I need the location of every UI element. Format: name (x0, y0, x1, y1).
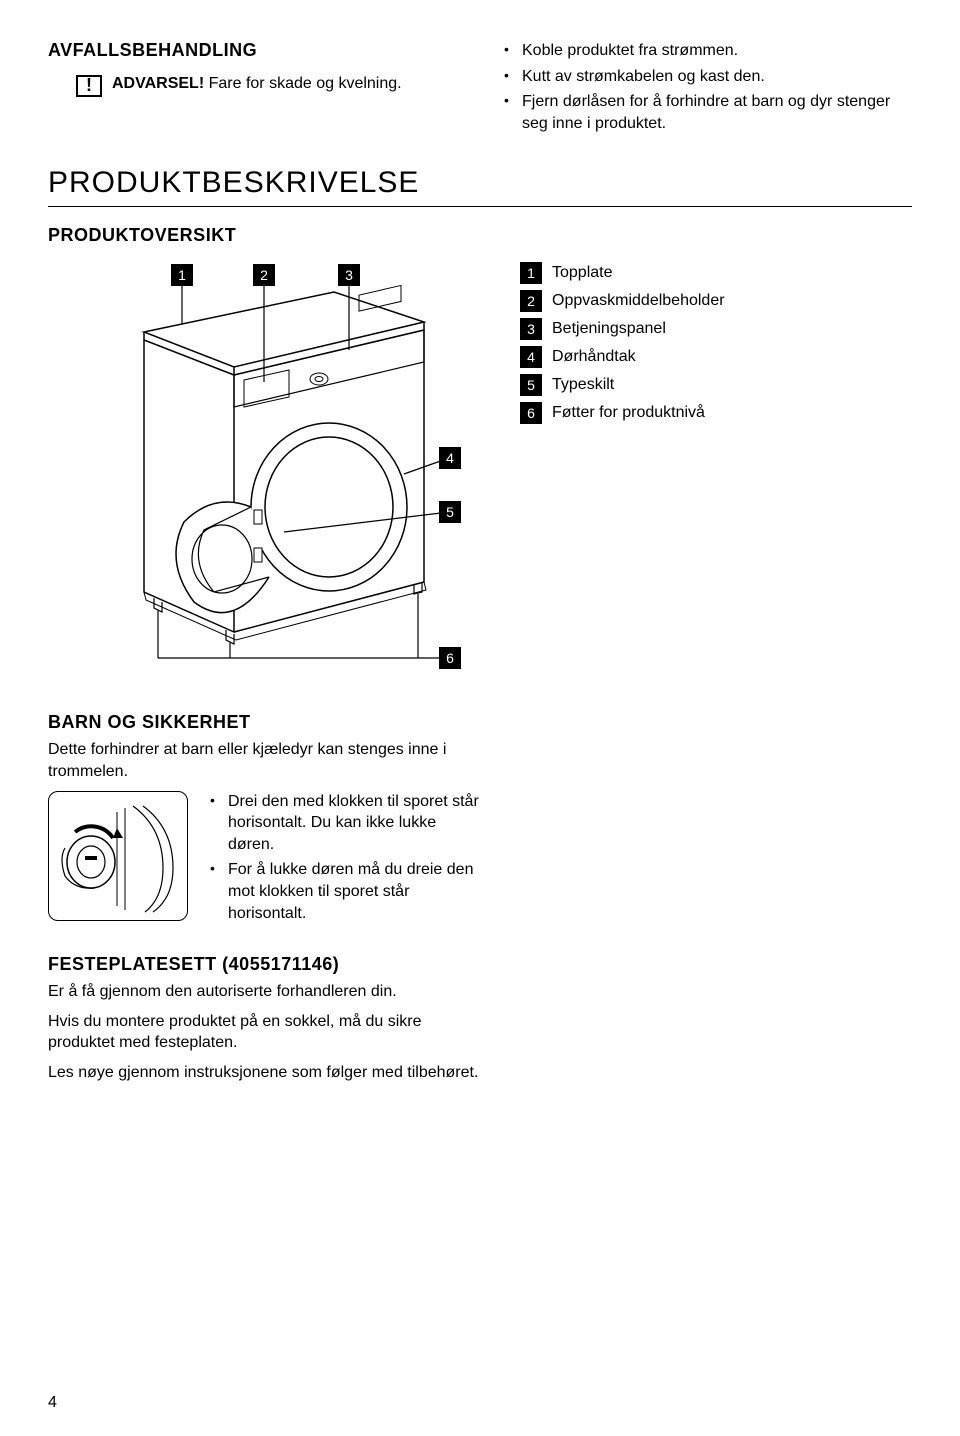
divider (48, 206, 912, 207)
legend: 1 Topplate 2 Oppvaskmiddelbeholder 3 Bet… (520, 262, 912, 430)
warning-bold: ADVARSEL! (112, 75, 204, 92)
legend-badge: 3 (520, 318, 542, 340)
legend-item: 5 Typeskilt (520, 374, 912, 396)
child-lock-svg (55, 798, 181, 914)
fixing-kit-p1: Er å få gjennom den autoriserte forhandl… (48, 981, 480, 1003)
fixing-kit-heading: FESTEPLATESETT (4055171146) (48, 954, 480, 975)
legend-badge: 6 (520, 402, 542, 424)
legend-label: Typeskilt (552, 376, 614, 394)
child-safety-heading: BARN OG SIKKERHET (48, 712, 480, 733)
legend-item: 4 Dørhåndtak (520, 346, 912, 368)
lower-content: BARN OG SIKKERHET Dette forhindrer at ba… (48, 712, 480, 1083)
overview-row: 1 2 3 4 5 6 1 Topplate (48, 262, 912, 672)
legend-item: 2 Oppvaskmiddelbeholder (520, 290, 912, 312)
warning-rest: Fare for skade og kvelning. (204, 75, 401, 92)
legend-badge: 1 (520, 262, 542, 284)
legend-label: Føtter for produktnivå (552, 404, 705, 422)
legend-badge: 5 (520, 374, 542, 396)
product-overview-heading: PRODUKTOVERSIKT (48, 225, 912, 246)
warning-text: ADVARSEL! Fare for skade og kvelning. (112, 73, 402, 95)
product-diagram: 1 2 3 4 5 6 (48, 262, 480, 672)
svg-text:5: 5 (446, 504, 454, 520)
left-column: AVFALLSBEHANDLING ADVARSEL! Fare for ska… (48, 40, 460, 138)
svg-text:4: 4 (446, 450, 454, 466)
legend-item: 6 Føtter for produktnivå (520, 402, 912, 424)
bullet-item: Kutt av strømkabelen og kast den. (500, 66, 912, 88)
legend-label: Topplate (552, 264, 613, 282)
child-safety-row: Drei den med klokken til sporet står hor… (48, 791, 480, 929)
bullet-item: Drei den med klokken til sporet står hor… (206, 791, 480, 856)
legend-label: Betjeningspanel (552, 320, 666, 338)
product-description-heading: PRODUKTBESKRIVELSE (48, 166, 912, 200)
legend-badge: 4 (520, 346, 542, 368)
legend-label: Dørhåndtak (552, 348, 636, 366)
legend-label: Oppvaskmiddelbeholder (552, 292, 725, 310)
bullet-item: For å lukke døren må du dreie den mot kl… (206, 859, 480, 924)
bullet-item: Koble produktet fra strømmen. (500, 40, 912, 62)
svg-text:1: 1 (178, 267, 186, 283)
warning-row: ADVARSEL! Fare for skade og kvelning. (48, 73, 460, 97)
legend-item: 3 Betjeningspanel (520, 318, 912, 340)
fixing-kit-p3: Les nøye gjennom instruksjonene som følg… (48, 1062, 480, 1084)
legend-item: 1 Topplate (520, 262, 912, 284)
top-columns: AVFALLSBEHANDLING ADVARSEL! Fare for ska… (48, 40, 912, 138)
child-safety-bullets: Drei den med klokken til sporet står hor… (206, 791, 480, 929)
fixing-kit-p2: Hvis du montere produktet på en sokkel, … (48, 1011, 480, 1054)
bullet-item: Fjern dørlåsen for å forhindre at barn o… (500, 91, 912, 134)
svg-text:2: 2 (260, 267, 268, 283)
child-safety-illustration (48, 791, 188, 921)
disposal-bullets: Koble produktet fra strømmen. Kutt av st… (500, 40, 912, 134)
child-safety-intro: Dette forhindrer at barn eller kjæledyr … (48, 739, 480, 782)
legend-badge: 2 (520, 290, 542, 312)
svg-text:6: 6 (446, 650, 454, 666)
washer-diagram-svg: 1 2 3 4 5 6 (104, 262, 464, 672)
right-column: Koble produktet fra strømmen. Kutt av st… (500, 40, 912, 138)
page-number: 4 (48, 1394, 57, 1412)
disposal-heading: AVFALLSBEHANDLING (48, 40, 460, 61)
warning-icon (76, 75, 102, 97)
svg-text:3: 3 (345, 267, 353, 283)
